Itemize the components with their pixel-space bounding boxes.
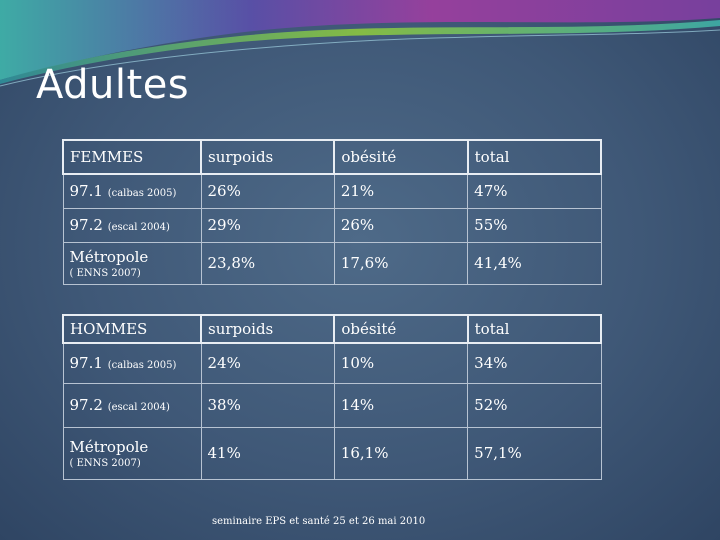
- header-cell: HOMMES: [62, 314, 202, 344]
- obesite-cell: 10%: [333, 342, 469, 384]
- obesite-cell: 16,1%: [333, 426, 469, 480]
- femmes-table: FEMMES surpoids obésité total 97.1 (calb…: [62, 139, 603, 285]
- surpoids-cell: 29%: [200, 207, 335, 243]
- total-cell: 57,1%: [467, 426, 602, 480]
- obesite-cell: 14%: [333, 382, 469, 428]
- total-cell: 41,4%: [467, 241, 602, 285]
- total-cell: 47%: [467, 173, 602, 209]
- table-header-row: HOMMES surpoids obésité total: [62, 314, 603, 344]
- slide-title: Adultes: [36, 62, 190, 108]
- hommes-table: HOMMES surpoids obésité total 97.1 (calb…: [62, 314, 603, 480]
- table-row: 97.1 (calbas 2005) 26% 21% 47%: [62, 173, 602, 209]
- table-header-row: FEMMES surpoids obésité total: [62, 139, 603, 175]
- row-label: Métropole( ENNS 2007): [62, 241, 202, 285]
- row-label: 97.1 (calbas 2005): [62, 173, 202, 209]
- slide-footer: seminaire EPS et santé 25 et 26 mai 2010: [212, 516, 426, 527]
- header-cell: obésité: [333, 314, 469, 344]
- row-label: 97.2 (escal 2004): [62, 382, 202, 428]
- surpoids-cell: 26%: [200, 173, 335, 209]
- total-cell: 34%: [467, 342, 602, 384]
- decorative-swoosh: [0, 0, 720, 87]
- header-cell: surpoids: [199, 314, 336, 344]
- header-cell: total: [466, 314, 603, 344]
- obesite-cell: 26%: [333, 207, 469, 243]
- header-cell: total: [466, 139, 603, 175]
- total-cell: 52%: [467, 382, 602, 428]
- row-label: Métropole( ENNS 2007): [62, 426, 202, 480]
- table-row: 97.1 (calbas 2005) 24% 10% 34%: [62, 342, 602, 384]
- header-cell: obésité: [333, 139, 469, 175]
- surpoids-cell: 23,8%: [200, 241, 335, 285]
- obesite-cell: 17,6%: [333, 241, 469, 285]
- header-cell: surpoids: [199, 139, 336, 175]
- row-label: 97.1 (calbas 2005): [62, 342, 202, 384]
- table-row: Métropole( ENNS 2007) 23,8% 17,6% 41,4%: [62, 241, 602, 285]
- table-row: Métropole( ENNS 2007) 41% 16,1% 57,1%: [62, 426, 602, 480]
- table-row: 97.2 (escal 2004) 38% 14% 52%: [62, 382, 602, 428]
- total-cell: 55%: [467, 207, 602, 243]
- surpoids-cell: 24%: [200, 342, 335, 384]
- surpoids-cell: 41%: [200, 426, 335, 480]
- header-cell: FEMMES: [62, 139, 202, 175]
- obesite-cell: 21%: [333, 173, 469, 209]
- surpoids-cell: 38%: [200, 382, 335, 428]
- table-row: 97.2 (escal 2004) 29% 26% 55%: [62, 207, 602, 243]
- row-label: 97.2 (escal 2004): [62, 207, 202, 243]
